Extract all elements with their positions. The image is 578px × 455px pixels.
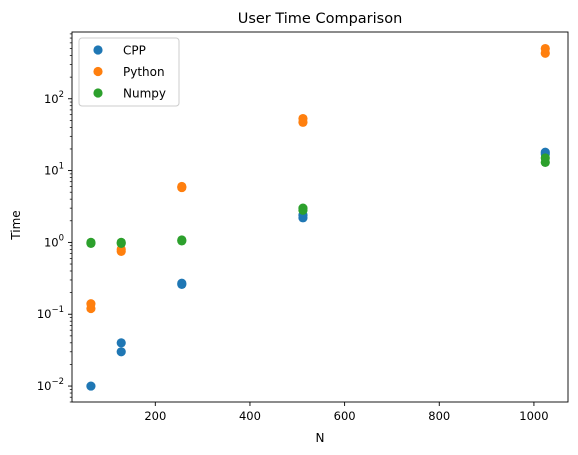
- plot-frame: [71, 31, 569, 403]
- x-tick-label: 400: [239, 409, 261, 423]
- legend-box: [78, 37, 180, 107]
- legend-marker-numpy: [93, 88, 103, 98]
- chart-title: User Time Comparison: [238, 11, 403, 27]
- data-point-python-9: [540, 43, 550, 54]
- data-point-python-7: [298, 113, 308, 124]
- y-tick-label: 101: [44, 162, 64, 178]
- data-point-python-5: [177, 181, 187, 192]
- legend-label-cpp: CPP: [123, 44, 146, 58]
- y-tick-label: 102: [44, 90, 64, 106]
- data-point-python-1: [86, 299, 96, 309]
- x-tick-label: 200: [144, 409, 166, 423]
- y-tick-label: 10−2: [37, 377, 64, 393]
- data-point-numpy-3: [116, 237, 126, 248]
- x-tick-label: 600: [334, 409, 356, 423]
- data-point-cpp-2: [116, 338, 126, 348]
- y-axis-label: Time: [9, 210, 23, 240]
- legend-marker-cpp: [93, 45, 103, 55]
- legend: CPP Python Numpy: [78, 37, 180, 107]
- data-point-cpp-0: [86, 381, 96, 391]
- data-point-cpp-4: [177, 278, 187, 288]
- legend-label-numpy: Numpy: [123, 87, 166, 101]
- legend-label-python: Python: [123, 65, 165, 79]
- legend-marker-python: [93, 66, 103, 77]
- data-point-numpy-7: [298, 203, 308, 213]
- data-points: [86, 43, 550, 391]
- x-tick-label: 800: [428, 409, 450, 423]
- axes: 200 400 600 800 1000 10−2 10−1 100 101 102: [37, 31, 569, 423]
- y-tick-label: 100: [44, 233, 64, 249]
- x-tick-label: 1000: [519, 409, 548, 423]
- y-tick-label: 10−1: [37, 305, 64, 321]
- data-point-numpy-5: [177, 235, 187, 245]
- data-point-numpy-9: [540, 153, 550, 163]
- data-point-numpy-1: [86, 237, 96, 248]
- data-point-cpp-1: [116, 347, 126, 357]
- x-axis-label: N: [316, 431, 325, 445]
